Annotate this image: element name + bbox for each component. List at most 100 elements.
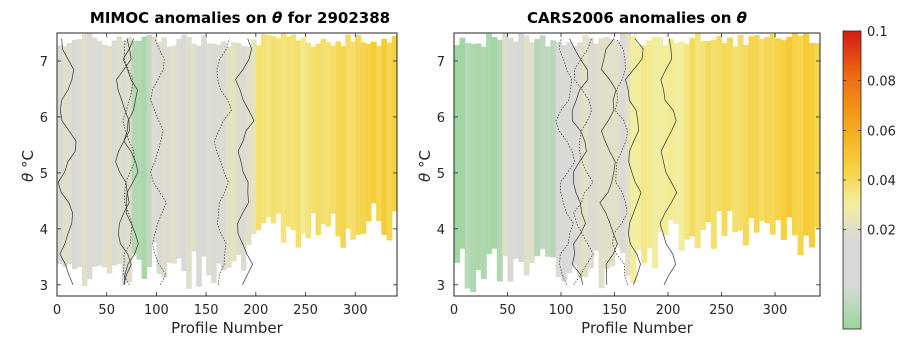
heatmap-cell [151, 36, 157, 243]
contour-line [599, 38, 618, 285]
heatmap-cell [609, 38, 616, 267]
x-axis-label: Profile Number [581, 319, 693, 337]
heatmap-cell [226, 46, 232, 268]
heatmap-cell [523, 35, 530, 276]
heatmap-cell [260, 34, 267, 224]
y-tick-label: 7 [437, 55, 445, 70]
panel-mimoc: MIMOC anomalies on θ for 2902388 0 50 100 1… [19, 9, 398, 337]
colorbar-ticks: 0.1 0.08 0.06 0.04 0.02 [843, 25, 896, 239]
heatmap-cell [555, 41, 562, 278]
heatmap-cell [732, 46, 739, 233]
x-axis: 0 50 100 150 200 250 300 [53, 33, 368, 318]
contour-line [573, 38, 594, 286]
heatmap-cell [593, 43, 600, 251]
heatmap-cell [391, 35, 397, 212]
heatmap-cell [101, 44, 108, 268]
heatmap-cell [582, 35, 589, 278]
x-tick-label: 200 [656, 303, 681, 318]
contour-line [122, 38, 135, 285]
heatmap-cell [350, 41, 356, 240]
colorbar-tick-label: 0.02 [867, 224, 896, 239]
heatmap-cell [635, 45, 642, 251]
x-axis-label: Profile Number [171, 319, 283, 337]
contour-line [612, 38, 629, 285]
heatmap-cell [161, 37, 167, 278]
heatmap-cell [657, 37, 664, 233]
heatmap-cell [166, 46, 172, 263]
y-tick-label: 7 [40, 55, 48, 70]
heatmap-cell [295, 40, 302, 248]
contour-line [213, 38, 232, 285]
x-tick-label: 0 [450, 303, 458, 318]
heatmap-cell [764, 37, 771, 224]
colorbar: 0.1 0.08 0.06 0.04 0.02 [842, 25, 896, 330]
heatmap-cell [786, 36, 793, 218]
heatmap-cell [491, 37, 498, 249]
heatmap-cell [550, 40, 557, 258]
y-tick-label: 5 [437, 167, 445, 182]
heatmap-cell [360, 42, 367, 234]
heatmap-cell [689, 37, 696, 237]
heatmap-cell [742, 45, 749, 246]
heatmap-cell [320, 38, 327, 224]
heatmap-cell [710, 39, 717, 249]
heatmap-field [454, 33, 820, 293]
heatmap-cell [759, 39, 765, 222]
heatmap-cell [156, 42, 162, 275]
heatmap-cell [131, 40, 138, 254]
heatmap-cell [668, 39, 674, 220]
heatmap-cell [290, 34, 297, 231]
heatmap-cell [566, 42, 573, 274]
heatmap-cell [206, 43, 212, 276]
heatmap-cell [705, 41, 712, 223]
heatmap-cell [748, 36, 755, 219]
y-axis: 3 4 5 6 7 [40, 55, 397, 294]
panel-title: MIMOC anomalies on θ for 2902388 [90, 9, 390, 27]
heatmap-cell [340, 46, 346, 248]
heatmap-cell [181, 34, 187, 272]
heatmap-cell [678, 41, 685, 251]
heatmap-cell [496, 39, 503, 282]
heatmap-cell [91, 37, 98, 267]
y-tick-label: 6 [40, 111, 48, 126]
heatmap-cell [315, 43, 322, 236]
x-tick-label: 50 [98, 303, 115, 318]
heatmap-cell [275, 38, 282, 214]
heatmap-cell [300, 37, 307, 234]
heatmap-cell [86, 33, 93, 280]
heatmap-cell [381, 38, 388, 235]
heatmap-cell [310, 46, 317, 213]
heatmap-cell [803, 33, 810, 236]
heatmap-cell [62, 45, 68, 268]
heatmap-cell [106, 45, 113, 274]
heatmap-cell [330, 45, 336, 214]
heatmap-cell [534, 39, 541, 257]
heatmap-cell [250, 39, 257, 235]
x-tick-label: 100 [549, 303, 574, 318]
heatmap-cell [365, 43, 372, 222]
heatmap-cell [694, 33, 701, 249]
heatmap-cell [464, 42, 471, 289]
contour-line [150, 38, 167, 285]
heatmap-cell [96, 40, 103, 266]
x-tick-label: 100 [144, 303, 169, 318]
heatmap-cell [265, 34, 272, 218]
heatmap-cell [577, 42, 584, 277]
heatmap-cell [76, 39, 83, 268]
x-tick-label: 200 [243, 303, 268, 318]
contour-line [57, 38, 77, 285]
heatmap-cell [598, 38, 605, 289]
heatmap-cell [191, 43, 197, 252]
heatmap-cell [518, 33, 525, 263]
y-axis-label: θ °C [19, 150, 37, 182]
x-tick-label: 300 [763, 303, 788, 318]
colorbar-tick-label: 0.06 [867, 124, 896, 139]
heatmap-cell [480, 46, 487, 279]
y-axis: 3 4 5 6 7 [437, 55, 820, 294]
heatmap-cell [769, 34, 776, 235]
heatmap-cell [240, 45, 247, 271]
heatmap-cell [662, 45, 669, 236]
heatmap-cell [507, 37, 514, 282]
heatmap-cell [171, 45, 177, 264]
heatmap-cell [245, 46, 252, 245]
